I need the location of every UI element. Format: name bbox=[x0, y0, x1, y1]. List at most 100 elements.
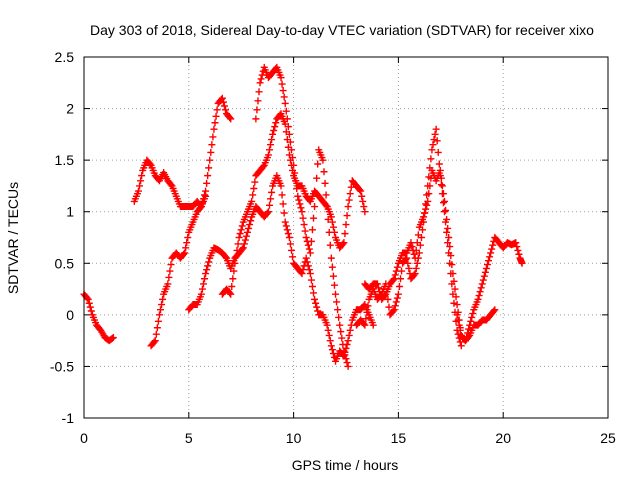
data-point-marker bbox=[477, 284, 485, 292]
data-point-marker bbox=[438, 182, 446, 190]
data-point-marker bbox=[311, 203, 319, 211]
data-point-marker bbox=[240, 240, 248, 248]
data-point-marker bbox=[308, 226, 316, 234]
data-point-marker bbox=[296, 200, 304, 208]
data-point-marker bbox=[267, 195, 275, 203]
data-point-marker bbox=[249, 191, 257, 199]
data-point-marker bbox=[138, 172, 146, 180]
data-point-marker bbox=[305, 266, 313, 274]
data-point-marker bbox=[431, 130, 439, 138]
data-point-marker bbox=[408, 243, 416, 251]
y-tick-label: 0.5 bbox=[55, 255, 75, 271]
data-point-marker bbox=[455, 321, 463, 329]
data-point-marker bbox=[310, 214, 318, 222]
data-point-marker bbox=[393, 294, 401, 302]
data-point-marker bbox=[221, 253, 229, 261]
data-point-marker bbox=[491, 306, 499, 314]
data-point-marker bbox=[268, 136, 276, 144]
data-point-marker bbox=[410, 271, 418, 279]
data-point-marker bbox=[363, 308, 371, 316]
data-point-marker bbox=[136, 182, 144, 190]
data-point-marker bbox=[362, 315, 370, 323]
data-point-marker bbox=[237, 226, 245, 234]
data-point-marker bbox=[389, 307, 397, 315]
data-point-marker bbox=[307, 276, 315, 284]
data-point-marker bbox=[323, 321, 331, 329]
series-sat-i bbox=[453, 306, 499, 345]
data-point-marker bbox=[307, 237, 315, 245]
data-point-marker bbox=[157, 306, 165, 314]
data-point-marker bbox=[340, 347, 348, 355]
data-point-marker bbox=[314, 160, 322, 168]
data-point-marker bbox=[243, 228, 251, 236]
data-point-marker bbox=[411, 270, 419, 278]
data-point-marker bbox=[202, 270, 210, 278]
data-point-marker bbox=[108, 334, 116, 342]
data-point-marker bbox=[323, 203, 331, 211]
data-point-marker bbox=[290, 161, 298, 169]
data-point-marker bbox=[329, 272, 337, 280]
data-point-marker bbox=[512, 239, 520, 247]
data-point-marker bbox=[252, 115, 260, 123]
data-point-marker bbox=[87, 307, 95, 315]
data-point-marker bbox=[420, 213, 428, 221]
data-point-marker bbox=[231, 259, 239, 267]
data-point-marker bbox=[412, 264, 420, 272]
data-point-marker bbox=[242, 232, 250, 240]
data-point-marker bbox=[328, 346, 336, 354]
data-point-marker bbox=[328, 218, 336, 226]
x-axis-label: GPS time / hours bbox=[292, 457, 399, 473]
data-point-marker bbox=[146, 160, 154, 168]
data-point-marker bbox=[183, 239, 191, 247]
data-point-marker bbox=[384, 295, 392, 303]
data-point-marker bbox=[444, 239, 452, 247]
y-tick-label: 1 bbox=[66, 204, 74, 220]
data-point-marker bbox=[319, 156, 327, 164]
data-point-marker bbox=[165, 273, 173, 281]
data-point-marker bbox=[283, 115, 291, 123]
data-point-marker bbox=[443, 228, 451, 236]
data-point-marker bbox=[456, 326, 464, 334]
data-point-marker bbox=[465, 333, 473, 341]
data-point-marker bbox=[285, 130, 293, 138]
data-point-marker bbox=[226, 289, 234, 297]
y-tick-label: -1 bbox=[62, 410, 75, 426]
grid-lines bbox=[84, 57, 608, 418]
data-point-marker bbox=[312, 299, 320, 307]
data-point-marker bbox=[313, 174, 321, 182]
data-point-marker bbox=[305, 245, 313, 253]
data-point-marker bbox=[250, 185, 258, 193]
data-point-marker bbox=[394, 290, 402, 298]
data-point-marker bbox=[437, 181, 445, 189]
data-point-marker bbox=[312, 188, 320, 196]
data-point-marker bbox=[442, 206, 450, 214]
data-point-marker bbox=[226, 114, 234, 122]
data-point-marker bbox=[303, 258, 311, 266]
data-point-marker bbox=[281, 218, 289, 226]
data-point-marker bbox=[281, 99, 289, 107]
data-point-marker bbox=[85, 299, 93, 307]
data-point-marker bbox=[324, 326, 332, 334]
data-point-marker bbox=[435, 160, 443, 168]
data-point-marker bbox=[299, 266, 307, 274]
data-point-marker bbox=[248, 197, 256, 205]
data-point-marker bbox=[465, 325, 473, 333]
data-point-marker bbox=[314, 307, 322, 315]
data-point-marker bbox=[204, 262, 212, 270]
data-point-marker bbox=[221, 106, 229, 114]
data-point-marker bbox=[390, 306, 398, 314]
data-point-marker bbox=[425, 190, 433, 198]
data-point-marker bbox=[344, 203, 352, 211]
data-point-marker bbox=[478, 280, 486, 288]
data-point-marker bbox=[448, 261, 456, 269]
chart-title: Day 303 of 2018, Sidereal Day-to-day VTE… bbox=[90, 22, 594, 38]
data-point-marker bbox=[199, 280, 207, 288]
data-point-marker bbox=[347, 183, 355, 191]
data-point-marker bbox=[341, 351, 349, 359]
series-sat-e bbox=[218, 110, 369, 298]
data-point-marker bbox=[184, 234, 192, 241]
data-point-marker bbox=[311, 295, 319, 303]
series-sat-a bbox=[80, 290, 117, 345]
y-tick-label: 2.5 bbox=[55, 49, 75, 65]
data-point-marker bbox=[434, 148, 442, 156]
